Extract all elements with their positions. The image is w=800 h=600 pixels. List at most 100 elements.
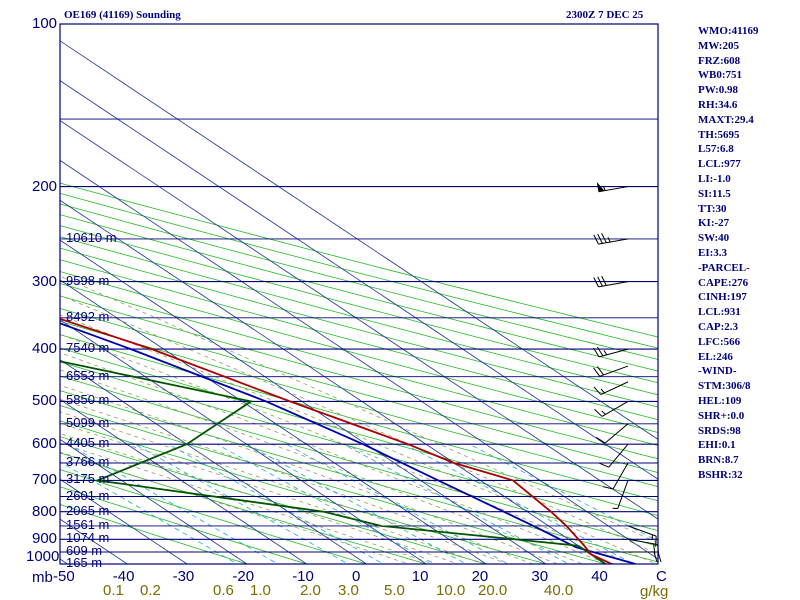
- moist-adiabat-line: [60, 314, 658, 564]
- pressure-tick-label: 400: [32, 340, 58, 358]
- height-label: 8492 m: [66, 308, 110, 324]
- dry-adiabat-line: [60, 295, 658, 460]
- wind-barb: [593, 381, 629, 396]
- sounding-index-row: CAP:2.3: [698, 320, 739, 333]
- dry-adiabat-line: [60, 182, 658, 338]
- dry-adiabat-line: [60, 214, 658, 372]
- moist-adiabat-line: [60, 442, 435, 564]
- sounding-time: 2300Z 7 DEC 25: [566, 9, 644, 21]
- plot-frame: [59, 23, 659, 565]
- isotherm-line: [60, 279, 487, 564]
- wind-barb: [593, 233, 629, 245]
- height-label: 1074 m: [66, 530, 110, 546]
- dry-adiabat-line: [60, 192, 658, 349]
- dry-adiabats: [60, 182, 658, 564]
- temperature-tick-label: -20: [232, 568, 255, 585]
- height-label: 6553 m: [66, 367, 110, 383]
- height-label: 2065 m: [66, 502, 110, 518]
- pressure-tick-label: 200: [32, 177, 58, 195]
- sounding-index-row: CAPE:276: [698, 276, 749, 289]
- mixing-ratio-line: [404, 443, 635, 564]
- mixing-ratio-line: [246, 443, 468, 564]
- dry-adiabat-line: [60, 390, 658, 563]
- sounding-index-row: LI:-1.0: [698, 172, 731, 185]
- sounding-index-row: HEL:109: [698, 394, 742, 407]
- sounding-title: OE169 (41169) Sounding: [64, 9, 181, 21]
- wind-barb: [602, 462, 629, 490]
- dry-adiabat-line: [60, 452, 428, 564]
- dry-adiabat-line: [60, 361, 658, 532]
- moist-adiabat-line: [60, 333, 633, 564]
- mixing-ratio-tick-label: 0.2: [140, 582, 161, 599]
- wind-barb: [593, 346, 629, 358]
- height-label: 5099 m: [66, 414, 110, 430]
- sounding-index-row: LFC:566: [698, 335, 741, 348]
- sounding-index-row: LCL:931: [698, 306, 741, 319]
- sounding-index-row: KI:-27: [698, 217, 730, 230]
- sounding-index-row: CINH:197: [698, 291, 747, 304]
- mixing-ratio-tick-label: 0.1: [103, 582, 124, 599]
- dry-adiabat-line: [60, 469, 368, 564]
- moist-adiabat-line: [60, 352, 609, 564]
- wind-barb: [627, 525, 657, 547]
- isobars: [60, 24, 658, 564]
- temperature-tick-label: 10: [411, 568, 429, 585]
- mixing-ratio-tick-label: 0.6: [213, 582, 234, 599]
- pressure-tick-label: 1000: [26, 548, 60, 565]
- sounding-index-row: L57:6.8: [698, 143, 734, 156]
- sounding-index-row: LCL:977: [698, 158, 741, 171]
- sounding-index-row: STM:306/8: [698, 380, 751, 393]
- moist-adiabats: [60, 275, 658, 564]
- isotherm-line: [60, 199, 607, 564]
- sounding-index-row: WB0:751: [698, 69, 742, 82]
- mixing-ratio-tick-label: 10.0: [436, 582, 466, 599]
- temperature-tick-label: 30: [531, 568, 549, 585]
- dry-adiabat-line: [60, 236, 658, 396]
- moist-adiabat-line: [60, 411, 510, 564]
- mixing-ratio-tick-label: 1.0: [250, 582, 271, 599]
- height-label: 3175 m: [66, 471, 110, 487]
- parcel-trace-line: [60, 322, 636, 564]
- sounding-index-row: SW:40: [698, 232, 730, 245]
- mixing-ratio-line: [286, 443, 510, 564]
- sounding-index-row: SI:11.5: [698, 187, 731, 200]
- mixing-ratio-unit-label: g/kg: [640, 583, 669, 600]
- temperature-tick-label: C: [656, 568, 667, 585]
- height-label: 5850 m: [66, 392, 110, 408]
- dry-adiabat-line: [60, 225, 658, 384]
- dry-adiabat-line: [60, 283, 658, 446]
- isotherm-line: [60, 40, 658, 440]
- mixing-ratio-tick-label: 2.0: [300, 582, 321, 599]
- pressure-tick-label: 500: [32, 392, 58, 410]
- pressure-tick-label: 700: [32, 471, 58, 489]
- isotherm-line: [60, 319, 428, 564]
- height-label: 3766 m: [66, 453, 110, 469]
- dry-adiabat-line: [60, 320, 658, 487]
- dry-adiabat-line: [60, 308, 658, 473]
- mixing-ratio-tick-label: 40.0: [544, 582, 574, 599]
- pressure-tick-label: 100: [32, 15, 58, 32]
- sounding-index-row: BSHR:32: [698, 468, 743, 481]
- isotherm-line: [60, 478, 188, 564]
- sounding-index-row: WMO:41169: [698, 25, 759, 37]
- temperature-tick-label: 20: [471, 568, 489, 585]
- mixing-ratio-line: [343, 443, 570, 564]
- dewpoint-trace-line: [60, 360, 607, 564]
- wind-barb: [593, 365, 629, 377]
- temperature-tick-label: -40: [112, 568, 135, 585]
- mixing-ratio-tick-label: 5.0: [384, 582, 405, 599]
- wind-barb: [596, 423, 629, 444]
- pressure-tick-label: 300: [32, 272, 58, 290]
- sounding-index-row: MW:205: [698, 39, 739, 52]
- moist-adiabat-line: [60, 275, 658, 544]
- moist-adiabat-line: [60, 294, 658, 555]
- parcel-trace: [60, 322, 636, 564]
- wind-barb: [593, 275, 629, 288]
- mixing-ratio-line: [168, 443, 385, 564]
- sounding-index-row: PW:0.98: [698, 84, 739, 97]
- sounding-index-row: EL:246: [698, 350, 733, 363]
- wind-barb: [596, 181, 629, 193]
- mixing-ratio-line: [469, 443, 658, 542]
- sounding-indices-panel: WMO:41169 MW:205 FRZ:608 WB0:751 PW:0.98 RH:3…: [698, 24, 798, 483]
